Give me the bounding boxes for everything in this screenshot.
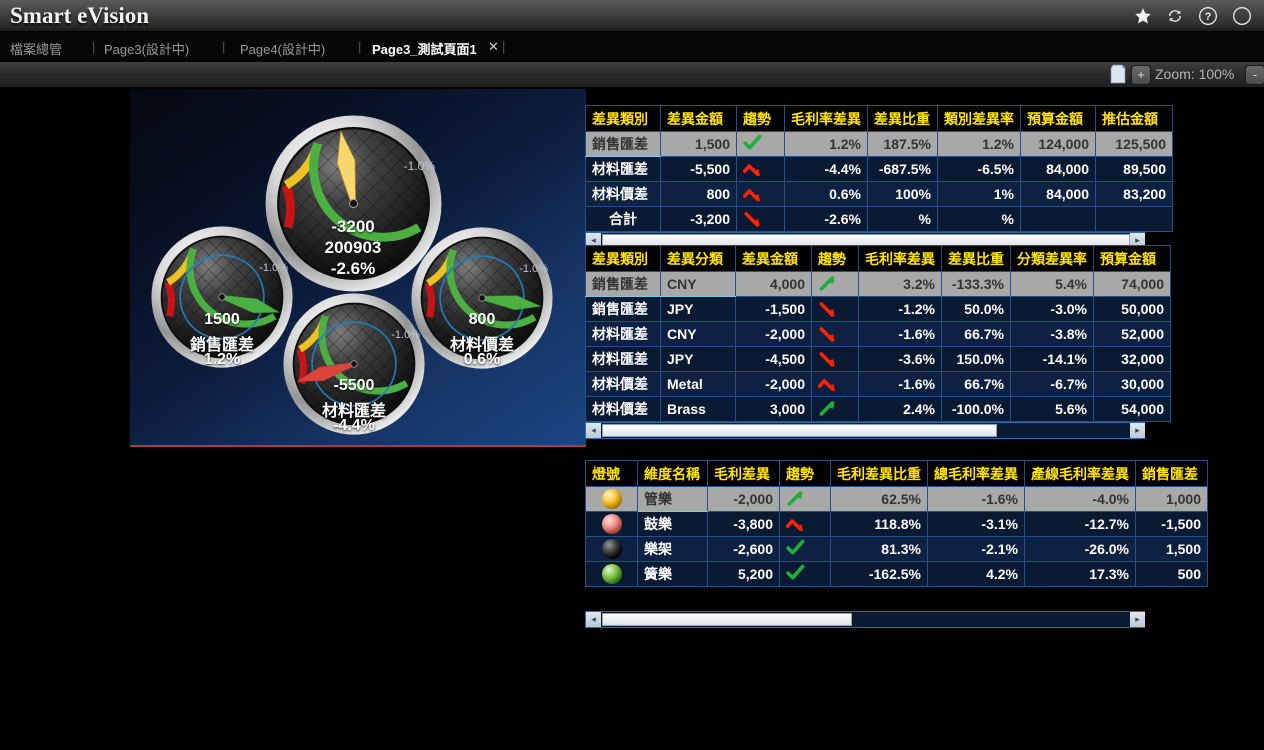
svg-text:?: ? bbox=[1205, 11, 1212, 23]
